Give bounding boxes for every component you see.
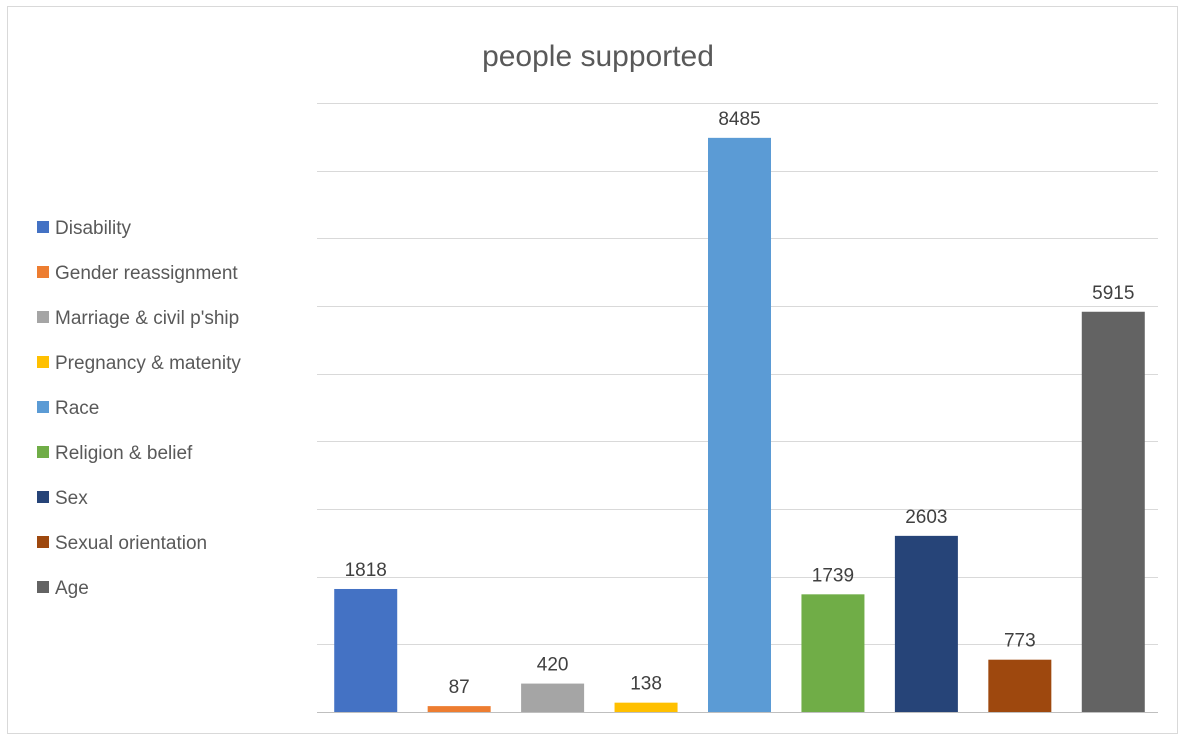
data-label-race: 8485 (718, 109, 760, 130)
data-labels: 1818 87 420 138 8485 1739 2603 773 5915 (345, 109, 1135, 698)
legend-swatch (37, 221, 49, 233)
legend-item-race: Race (37, 398, 99, 419)
legend-swatch (37, 446, 49, 458)
bar-age (1081, 311, 1145, 712)
legend-item-disability: Disability (37, 218, 132, 239)
data-label-age: 5915 (1092, 283, 1134, 304)
legend-label: Marriage & civil p'ship (55, 308, 239, 329)
legend-swatch (37, 401, 49, 413)
data-label-disability: 1818 (345, 560, 387, 581)
bar-religion-belief (801, 594, 865, 712)
legend-swatch (37, 266, 49, 278)
legend-swatch (37, 491, 49, 503)
bar-sex (894, 535, 958, 712)
chart-title: people supported (482, 40, 714, 73)
data-label-sex: 2603 (905, 507, 947, 528)
bar-gender-reassignment (427, 706, 491, 712)
bar-sexual-orientation (988, 659, 1052, 712)
legend-label: Pregnancy & matenity (55, 353, 241, 374)
legend-label: Sex (55, 488, 88, 509)
legend-item-religion-belief: Religion & belief (37, 443, 193, 464)
legend-label: Sexual orientation (55, 533, 207, 554)
legend-item-sexual-orientation: Sexual orientation (37, 533, 207, 554)
legend-item-age: Age (37, 578, 89, 599)
legend-swatch (37, 536, 49, 548)
bar-marriage-civil-p-ship (521, 683, 585, 712)
bar-disability (334, 588, 398, 712)
bar-pregnancy-matenity (614, 702, 678, 712)
data-label-marriage-civil-p-ship: 420 (537, 655, 569, 676)
legend-swatch (37, 356, 49, 368)
legend-item-sex: Sex (37, 488, 88, 509)
legend-item-marriage-civil-p-ship: Marriage & civil p'ship (37, 308, 239, 329)
legend: Disability Gender reassignment Marriage & … (37, 218, 241, 599)
legend-label: Disability (55, 218, 132, 239)
data-label-religion-belief: 1739 (812, 565, 854, 586)
legend-swatch (37, 581, 49, 593)
data-label-sexual-orientation: 773 (1004, 631, 1036, 652)
bars (334, 137, 1145, 712)
legend-swatch (37, 311, 49, 323)
legend-item-gender-reassignment: Gender reassignment (37, 263, 238, 284)
legend-label: Race (55, 398, 99, 419)
bar-race (708, 137, 771, 712)
data-label-pregnancy-matenity: 138 (630, 674, 662, 695)
legend-label: Religion & belief (55, 443, 193, 464)
legend-label: Gender reassignment (55, 263, 238, 284)
chart-frame (7, 6, 1178, 734)
data-label-gender-reassignment: 87 (449, 677, 470, 698)
legend-label: Age (55, 578, 89, 599)
legend-item-pregnancy-matenity: Pregnancy & matenity (37, 353, 241, 374)
